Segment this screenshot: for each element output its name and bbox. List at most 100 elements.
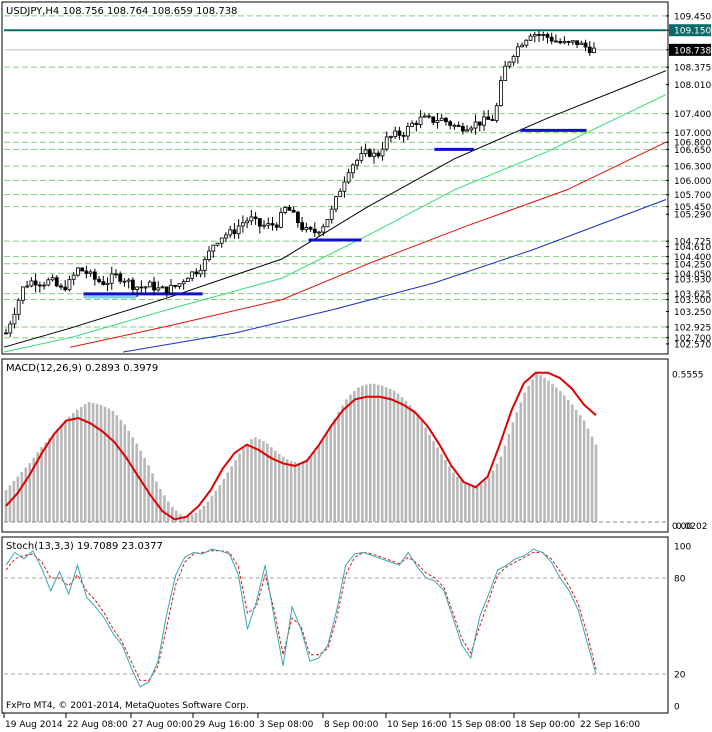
candle-body	[456, 124, 461, 127]
candle-body	[122, 280, 127, 283]
macd-histogram-bar	[531, 379, 534, 522]
macd-histogram-bar	[555, 387, 558, 522]
macd-histogram-bar	[487, 477, 491, 522]
time-axis-label: 8 Sep 00:00	[324, 720, 379, 730]
macd-histogram-bar	[254, 437, 257, 522]
macd-histogram-bar	[8, 485, 12, 522]
macd-histogram-bar	[52, 433, 55, 522]
macd-histogram-bar	[559, 391, 562, 522]
candle-body	[528, 35, 533, 41]
macd-histogram-bar	[551, 383, 554, 522]
candle-body	[422, 115, 427, 118]
macd-histogram-bar	[408, 405, 412, 522]
macd-histogram-bar	[388, 388, 392, 522]
candle-body	[558, 41, 563, 44]
stochastic-panel-title: Stoch(13,3,3) 19.7089 23.0377	[6, 541, 163, 552]
candle-body	[304, 227, 309, 230]
candle-body	[143, 286, 148, 289]
candle-body	[114, 273, 118, 276]
candle-body	[185, 277, 190, 282]
candle-body	[173, 284, 178, 287]
macd-panel-title: MACD(12,26,9) 0.2893 0.3979	[6, 363, 158, 374]
candle-body	[427, 115, 431, 118]
macd-histogram-bar	[163, 495, 166, 522]
macd-histogram-bar	[273, 450, 277, 522]
macd-histogram-bar	[60, 424, 63, 522]
candle-body	[59, 285, 63, 288]
stochastic-panel[interactable]: 100 80 20 0 Stoch(13,3,3) 19.7089 23.0377 F…	[1, 536, 691, 714]
candle-body	[219, 237, 224, 244]
price-axis-label: 103.625	[674, 290, 711, 300]
support-markers	[83, 128, 587, 299]
macd-histogram-bar	[210, 496, 214, 522]
candle-body	[92, 271, 97, 280]
candle-body	[414, 122, 419, 125]
candle-body	[482, 116, 486, 126]
price-axis-label: 107.000	[674, 129, 711, 139]
candle-body	[300, 222, 305, 230]
candle-body	[71, 274, 76, 280]
price-axis-label: 106.300	[674, 163, 711, 173]
candle-body	[169, 284, 173, 294]
macd-histogram-bar	[79, 406, 83, 522]
candle-body	[279, 212, 283, 228]
macd-histogram-bar	[384, 387, 388, 522]
time-axis: 19 Aug 2014 22 Aug 08:00 27 Aug 00:00 29 Au…	[3, 713, 640, 730]
candle-body	[295, 211, 300, 224]
macd-panel[interactable]: 0.5555 0.000.0202 MACD(12,26,9) 0.2893 0.…	[1, 358, 708, 533]
macd-histogram-bar	[123, 424, 127, 522]
candle-body	[291, 209, 296, 213]
macd-histogram-bar	[167, 501, 170, 522]
candle-body	[249, 216, 254, 222]
candle-body	[29, 280, 34, 287]
candle-body	[431, 116, 436, 123]
moving-average-line	[3, 94, 667, 353]
candle-body	[139, 286, 144, 289]
macd-histogram-bar	[281, 456, 285, 522]
candle-body	[469, 127, 474, 131]
macd-histogram-bar	[143, 457, 146, 522]
price-axis-label: 104.250	[674, 260, 711, 270]
candle-body	[359, 153, 364, 161]
macd-histogram-bar	[99, 404, 103, 522]
candle-body	[207, 250, 211, 260]
macd-histogram-bar	[365, 384, 368, 522]
macd-histogram-bar	[436, 447, 439, 522]
macd-histogram-bar	[333, 418, 336, 522]
macd-histogram-bar	[190, 514, 194, 522]
candle-body	[346, 172, 351, 183]
macd-histogram-bar	[119, 419, 123, 522]
candle-body	[257, 218, 262, 227]
price-panel[interactable]: 109.450 109.150 108.738 108.375 108.010 107.4…	[1, 1, 711, 355]
candle-body	[435, 120, 440, 123]
macd-histogram-bar	[111, 410, 115, 522]
candle-body	[444, 117, 448, 123]
price-axis-label: 106.000	[674, 177, 711, 187]
macd-histogram-bar	[72, 413, 75, 522]
macd-histogram-bar	[222, 478, 226, 522]
candle-body	[181, 281, 186, 285]
candle-body	[532, 34, 537, 37]
candle-body	[266, 223, 271, 226]
candle-body	[97, 278, 101, 283]
macd-signal-line	[5, 371, 597, 521]
macd-histogram-bar	[297, 462, 301, 522]
candle-body	[211, 244, 216, 252]
macd-histogram-bar	[578, 415, 582, 522]
candle-body	[334, 196, 338, 210]
macd-histogram-bar	[456, 476, 459, 522]
macd-histogram-bar	[368, 383, 372, 522]
candle-body	[63, 286, 68, 291]
candle-body	[109, 273, 114, 284]
price-level-lines	[4, 15, 666, 339]
macd-histogram-bar	[495, 463, 499, 522]
candle-body	[312, 228, 317, 233]
candle-body	[439, 117, 444, 121]
macd-histogram-bar	[214, 490, 218, 522]
macd-histogram-bar	[40, 447, 43, 522]
candle-body	[287, 206, 292, 211]
price-axis-label: 102.570	[674, 340, 711, 350]
macd-histogram-bar	[594, 444, 598, 522]
macd-histogram-bar	[432, 441, 435, 522]
